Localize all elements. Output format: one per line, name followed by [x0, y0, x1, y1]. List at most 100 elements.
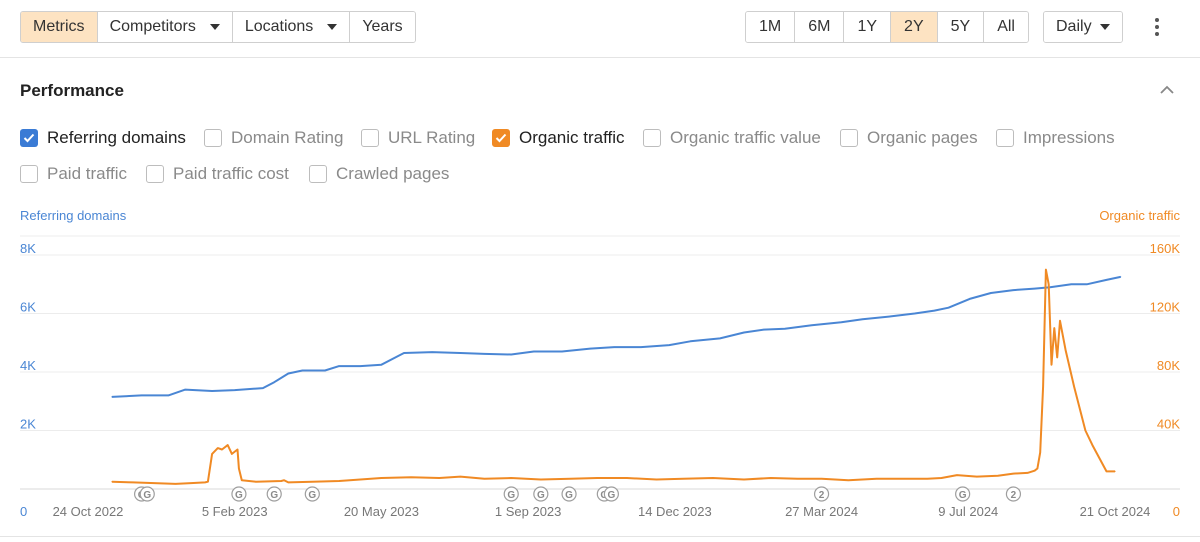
interval-dropdown[interactable]: Daily [1044, 12, 1122, 42]
metric-paid-traffic[interactable]: Paid traffic [20, 164, 127, 184]
data-point-organic-traffic [227, 444, 229, 446]
checkbox[interactable] [146, 165, 164, 183]
data-point-organic-traffic [190, 482, 192, 484]
data-point-organic-traffic [207, 481, 209, 483]
x-tick-label: 27 Mar 2024 [785, 504, 858, 519]
data-point-organic-traffic [1059, 320, 1061, 322]
data-point-organic-traffic [217, 447, 219, 449]
date-range-selector: 1M 6M 1Y 2Y 5Y All [745, 11, 1029, 43]
metric-impressions[interactable]: Impressions [996, 128, 1115, 148]
checkbox[interactable] [643, 129, 661, 147]
update-marker-label: G [507, 490, 515, 501]
interval-label: Daily [1056, 18, 1092, 35]
right-tick-label: 40K [1157, 417, 1180, 432]
update-marker-label: G [537, 490, 545, 501]
tab-metrics[interactable]: Metrics [21, 12, 98, 42]
right-tick-label: 80K [1157, 358, 1180, 373]
data-point-organic-traffic [380, 477, 382, 479]
data-point-organic-traffic [221, 448, 223, 451]
metric-crawled-pages[interactable]: Crawled pages [309, 164, 449, 184]
data-point-referring-domains [914, 312, 916, 315]
data-point-organic-traffic [204, 481, 206, 483]
metric-organic-pages[interactable]: Organic pages [840, 128, 978, 148]
metric-label: Impressions [1023, 128, 1115, 147]
range-6m[interactable]: 6M [795, 12, 845, 42]
chevron-up-icon[interactable] [1160, 84, 1174, 94]
checkbox[interactable] [840, 129, 858, 147]
data-point-organic-traffic [1026, 472, 1029, 474]
section-title: Performance [20, 81, 124, 100]
metric-referring-domains[interactable]: Referring domains [20, 128, 186, 148]
left-tick-label: 4K [20, 358, 36, 373]
range-1m[interactable]: 1M [746, 12, 796, 42]
data-point-organic-traffic [1053, 327, 1055, 329]
left-tick-label: 8K [20, 241, 36, 256]
update-marker-icon [503, 486, 519, 502]
update-marker-icon [1005, 486, 1022, 502]
data-point-referring-domains [184, 389, 186, 391]
x-tick-label: 1 Sep 2023 [495, 504, 562, 519]
metric-organic-traffic[interactable]: Organic traffic [492, 128, 625, 148]
metric-url-rating[interactable]: URL Rating [361, 128, 475, 148]
chevron-down-icon [327, 24, 338, 30]
tab-label: Years [362, 18, 403, 35]
data-point-referring-domains [403, 352, 405, 354]
data-point-referring-domains [111, 396, 113, 398]
range-all[interactable]: All [984, 12, 1028, 42]
update-marker-icon [266, 486, 282, 502]
right-tick-label: 0 [1173, 504, 1180, 519]
data-point-organic-traffic [1034, 470, 1036, 472]
range-5y[interactable]: 5Y [937, 12, 985, 42]
metric-organic-traffic-value[interactable]: Organic traffic value [643, 128, 821, 148]
data-point-referring-domains [141, 394, 143, 396]
data-point-organic-traffic [359, 478, 361, 481]
data-point-organic-traffic [174, 483, 177, 485]
checkmark-icon [23, 133, 35, 143]
data-point-organic-traffic [1036, 467, 1038, 470]
metric-domain-rating[interactable]: Domain Rating [204, 128, 343, 148]
metric-paid-traffic-cost[interactable]: Paid traffic cost [146, 164, 289, 184]
divider [0, 536, 1200, 537]
data-point-referring-domains [397, 355, 399, 357]
data-point-organic-traffic [743, 478, 745, 481]
data-point-organic-traffic [1114, 470, 1116, 472]
data-point-referring-domains [1034, 288, 1036, 290]
checkbox[interactable] [20, 165, 38, 183]
data-point-organic-traffic [1012, 473, 1015, 475]
data-point-organic-traffic [483, 478, 485, 480]
left-tick-label: 6K [20, 300, 36, 315]
data-point-referring-domains [359, 365, 361, 367]
data-point-referring-domains [167, 394, 169, 396]
right-tick-label: 160K [1150, 241, 1181, 256]
x-tick-label: 20 May 2023 [344, 504, 419, 519]
data-point-organic-traffic [1050, 364, 1053, 366]
data-point-organic-traffic [438, 477, 440, 479]
checkbox[interactable] [361, 129, 379, 147]
tab-locations[interactable]: Locations [232, 12, 351, 42]
right-axis-title: Organic traffic [1099, 208, 1180, 223]
more-options-icon[interactable] [1150, 16, 1164, 38]
data-point-organic-traffic [211, 453, 213, 455]
data-point-organic-traffic [904, 478, 906, 480]
tab-competitors[interactable]: Competitors [97, 12, 233, 42]
metric-label: Referring domains [47, 128, 186, 147]
update-marker-icon [955, 486, 971, 502]
checkbox[interactable] [309, 165, 327, 183]
x-tick-label: 14 Dec 2023 [638, 504, 712, 519]
checkbox[interactable] [20, 129, 38, 147]
update-marker-icon [561, 486, 577, 502]
checkbox[interactable] [996, 129, 1014, 147]
data-point-referring-domains [1070, 283, 1072, 285]
checkbox[interactable] [204, 129, 222, 147]
data-point-referring-domains [763, 329, 765, 331]
checkbox[interactable] [492, 129, 510, 147]
update-marker-label: G [607, 490, 615, 501]
data-point-referring-domains [1120, 276, 1122, 278]
data-point-referring-domains [1105, 279, 1108, 281]
range-1y[interactable]: 1Y [844, 12, 892, 42]
chevron-down-icon [1099, 24, 1110, 30]
tab-years[interactable]: Years [350, 12, 415, 42]
data-point-organic-traffic [1039, 451, 1041, 453]
range-2y[interactable]: 2Y [891, 12, 938, 42]
data-point-organic-traffic [1091, 444, 1093, 446]
